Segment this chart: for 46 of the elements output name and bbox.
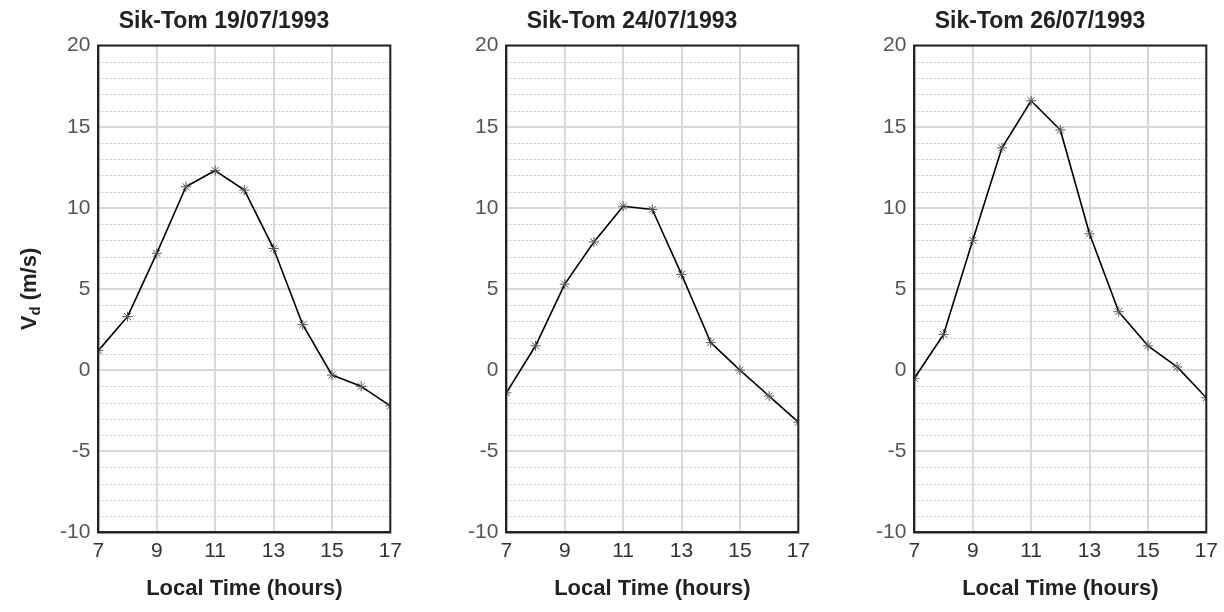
- x-tick-label: 17: [786, 537, 810, 561]
- chart-title: Sik-Tom 19/07/1993: [118, 7, 330, 34]
- x-tick-label: 15: [1136, 537, 1160, 561]
- y-tick-label: 15: [882, 113, 907, 137]
- y-tick-label: 5: [486, 275, 499, 299]
- y-tick-label: 5: [894, 275, 907, 299]
- x-tick-label: 17: [378, 537, 402, 561]
- chart-title: Sik-Tom 26/07/1993: [934, 7, 1146, 34]
- y-tick-label: -5: [887, 438, 907, 462]
- chart-title: Sik-Tom 24/07/1993: [526, 7, 738, 34]
- x-tick-label: 11: [1020, 537, 1043, 561]
- y-tick-label: -10: [467, 519, 499, 543]
- x-tick-label: 15: [320, 537, 344, 561]
- x-tick-label: 9: [966, 537, 979, 561]
- x-tick-label: 17: [1194, 537, 1218, 561]
- x-tick-label: 15: [728, 537, 752, 561]
- x-tick-label: 11: [204, 537, 227, 561]
- x-tick-label: 9: [558, 537, 571, 561]
- y-tick-label: 0: [894, 356, 907, 380]
- x-axis-title: Local Time (hours): [962, 574, 1159, 600]
- x-axis-title: Local Time (hours): [146, 574, 343, 600]
- x-tick-label: 7: [92, 537, 105, 561]
- x-tick-label: 13: [669, 537, 694, 561]
- y-tick-label: -10: [59, 519, 91, 543]
- y-tick-label: 0: [78, 356, 91, 380]
- x-tick-label: 7: [500, 537, 513, 561]
- x-tick-label: 11: [612, 537, 635, 561]
- y-tick-label: 20: [882, 32, 907, 56]
- x-axis-title: Local Time (hours): [554, 574, 751, 600]
- y-tick-label: 10: [66, 194, 91, 218]
- y-axis-title: Vd (m/s): [16, 247, 44, 331]
- y-tick-label: -5: [479, 438, 499, 462]
- y-tick-label: 10: [882, 194, 907, 218]
- x-tick-label: 13: [1077, 537, 1102, 561]
- y-tick-label: 15: [474, 113, 499, 137]
- y-tick-label: 20: [66, 32, 91, 56]
- x-tick-label: 13: [261, 537, 286, 561]
- x-tick-label: 9: [150, 537, 163, 561]
- y-tick-label: 0: [486, 356, 499, 380]
- y-tick-label: 5: [78, 275, 91, 299]
- y-tick-label: 15: [66, 113, 91, 137]
- y-tick-label: 10: [474, 194, 499, 218]
- y-tick-label: 20: [474, 32, 499, 56]
- x-tick-label: 7: [908, 537, 921, 561]
- y-tick-label: -10: [875, 519, 907, 543]
- y-tick-label: -5: [71, 438, 91, 462]
